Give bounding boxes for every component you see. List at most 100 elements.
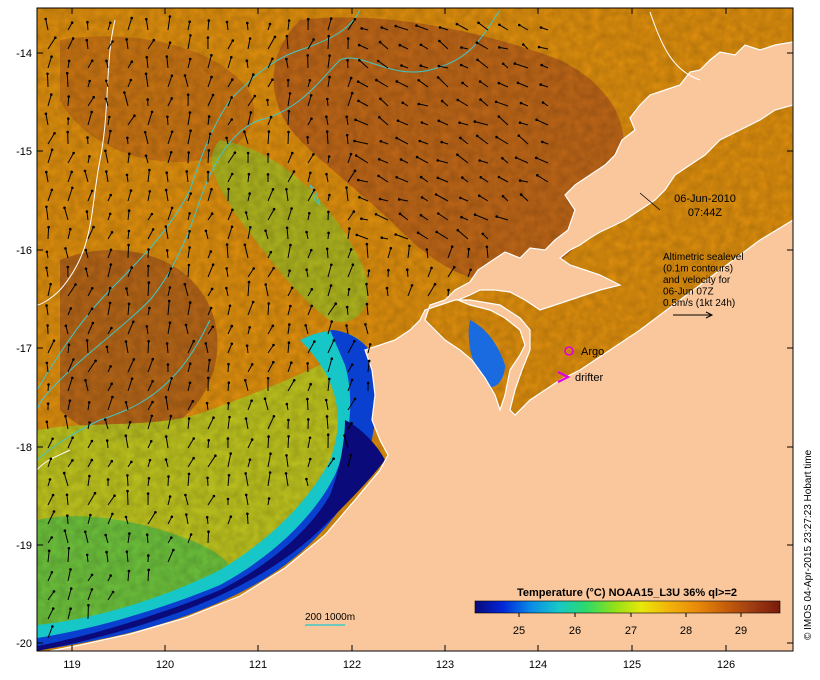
velocity-arrow-head <box>170 206 174 210</box>
velocity-arrow-head <box>72 358 75 361</box>
velocity-arrow <box>107 232 113 240</box>
velocity-arrow-head <box>108 286 112 290</box>
velocity-arrow-head <box>165 171 168 174</box>
velocity-arrow-head <box>63 206 66 210</box>
velocity-arrow-head <box>105 439 109 442</box>
velocity-arrow-head <box>494 100 498 104</box>
velocity-arrow-head <box>165 249 169 252</box>
velocity-arrow-head <box>229 452 232 455</box>
velocity-arrow <box>127 378 133 392</box>
velocity-arrow-head <box>170 97 173 100</box>
velocity-arrow <box>47 591 55 601</box>
velocity-arrow-head <box>90 458 94 462</box>
velocity-arrow-head <box>129 189 133 192</box>
velocity-arrow <box>87 60 93 69</box>
velocity-arrow <box>187 363 191 373</box>
velocity-arrow-head <box>130 266 133 269</box>
velocity-arrow <box>207 288 213 297</box>
velocity-arrow-head <box>67 343 71 347</box>
velocity-arrow-head <box>307 418 310 421</box>
velocity-arrow <box>436 231 449 240</box>
velocity-arrow-head <box>164 395 168 399</box>
velocity-arrow <box>247 74 254 88</box>
velocity-arrow <box>478 22 489 31</box>
velocity-arrow-head <box>66 265 70 269</box>
velocity-arrow-head <box>225 243 229 246</box>
velocity-arrow-head <box>244 493 248 497</box>
bathymetry-200m <box>37 9 501 411</box>
velocity-arrow <box>287 93 291 107</box>
velocity-arrow-head <box>53 132 56 135</box>
velocity-arrow <box>207 55 212 69</box>
land-mass <box>49 41 793 651</box>
velocity-arrow-head <box>539 83 542 86</box>
velocity-arrow-head <box>45 266 48 270</box>
velocity-arrow-head <box>164 188 168 192</box>
velocity-arrow <box>167 496 171 506</box>
y-tick-label: -14 <box>16 48 32 60</box>
velocity-arrow-head <box>91 321 95 325</box>
velocity-arrow <box>47 284 52 297</box>
velocity-arrow-head <box>285 226 289 230</box>
velocity-arrow-head <box>374 213 378 216</box>
velocity-arrow <box>397 120 409 126</box>
velocity-arrow <box>285 59 289 69</box>
velocity-arrow-head <box>230 118 233 121</box>
velocity-arrow-head <box>478 194 481 197</box>
velocity-arrow-head <box>185 513 188 516</box>
velocity-arrow-head <box>110 459 114 463</box>
velocity-arrow <box>499 24 509 31</box>
velocity-arrow <box>147 111 153 126</box>
velocity-arrow-head <box>476 58 479 62</box>
velocity-arrow-head <box>501 157 504 160</box>
velocity-arrow-head <box>288 269 291 273</box>
velocity-arrow <box>67 152 75 164</box>
velocity-arrow-head <box>309 248 313 252</box>
velocity-arrow <box>67 588 72 601</box>
velocity-arrow <box>127 303 130 316</box>
velocity-arrow <box>187 302 191 316</box>
velocity-arrow-head <box>205 401 209 405</box>
velocity-arrow-head <box>285 57 288 61</box>
velocity-arrow <box>167 549 174 563</box>
velocity-arrow <box>439 40 449 50</box>
velocity-arrow <box>307 305 313 316</box>
velocity-arrow <box>495 101 509 107</box>
velocity-arrow <box>105 534 109 544</box>
velocity-arrow <box>166 116 169 126</box>
velocity-arrow <box>367 360 370 373</box>
velocity-arrow-head <box>244 472 247 475</box>
velocity-arrow-head <box>332 339 336 342</box>
velocity-arrow-head <box>349 248 353 251</box>
velocity-arrow <box>227 453 232 468</box>
velocity-arrow <box>47 511 55 525</box>
velocity-arrow-head <box>226 497 230 501</box>
velocity-arrow-head <box>346 59 349 62</box>
argo-label: Argo <box>581 346 604 358</box>
velocity-arrow <box>327 264 332 278</box>
velocity-arrow <box>307 437 311 449</box>
velocity-arrow-head <box>147 340 150 343</box>
velocity-arrow-head <box>170 377 173 380</box>
velocity-arrow-head <box>244 417 248 420</box>
velocity-arrow <box>127 153 130 164</box>
velocity-arrow <box>107 249 112 259</box>
velocity-arrow-head <box>312 188 316 192</box>
velocity-arrow-head <box>204 229 208 233</box>
velocity-arrow-head <box>310 288 314 291</box>
velocity-arrow <box>378 116 389 126</box>
velocity-arrow-head <box>233 151 237 154</box>
velocity-arrow-head <box>350 363 354 367</box>
velocity-arrow-head <box>269 452 272 456</box>
velocity-arrow-head <box>210 188 213 191</box>
velocity-arrow <box>480 176 489 183</box>
velocity-arrow-head <box>125 38 128 41</box>
velocity-arrow-head <box>351 263 355 267</box>
velocity-arrow-head <box>149 440 153 443</box>
velocity-arrow-head <box>71 376 74 380</box>
velocity-arrow-head <box>309 94 313 97</box>
velocity-arrow <box>147 415 153 430</box>
velocity-arrow <box>247 227 251 240</box>
velocity-arrow-head <box>246 21 249 25</box>
